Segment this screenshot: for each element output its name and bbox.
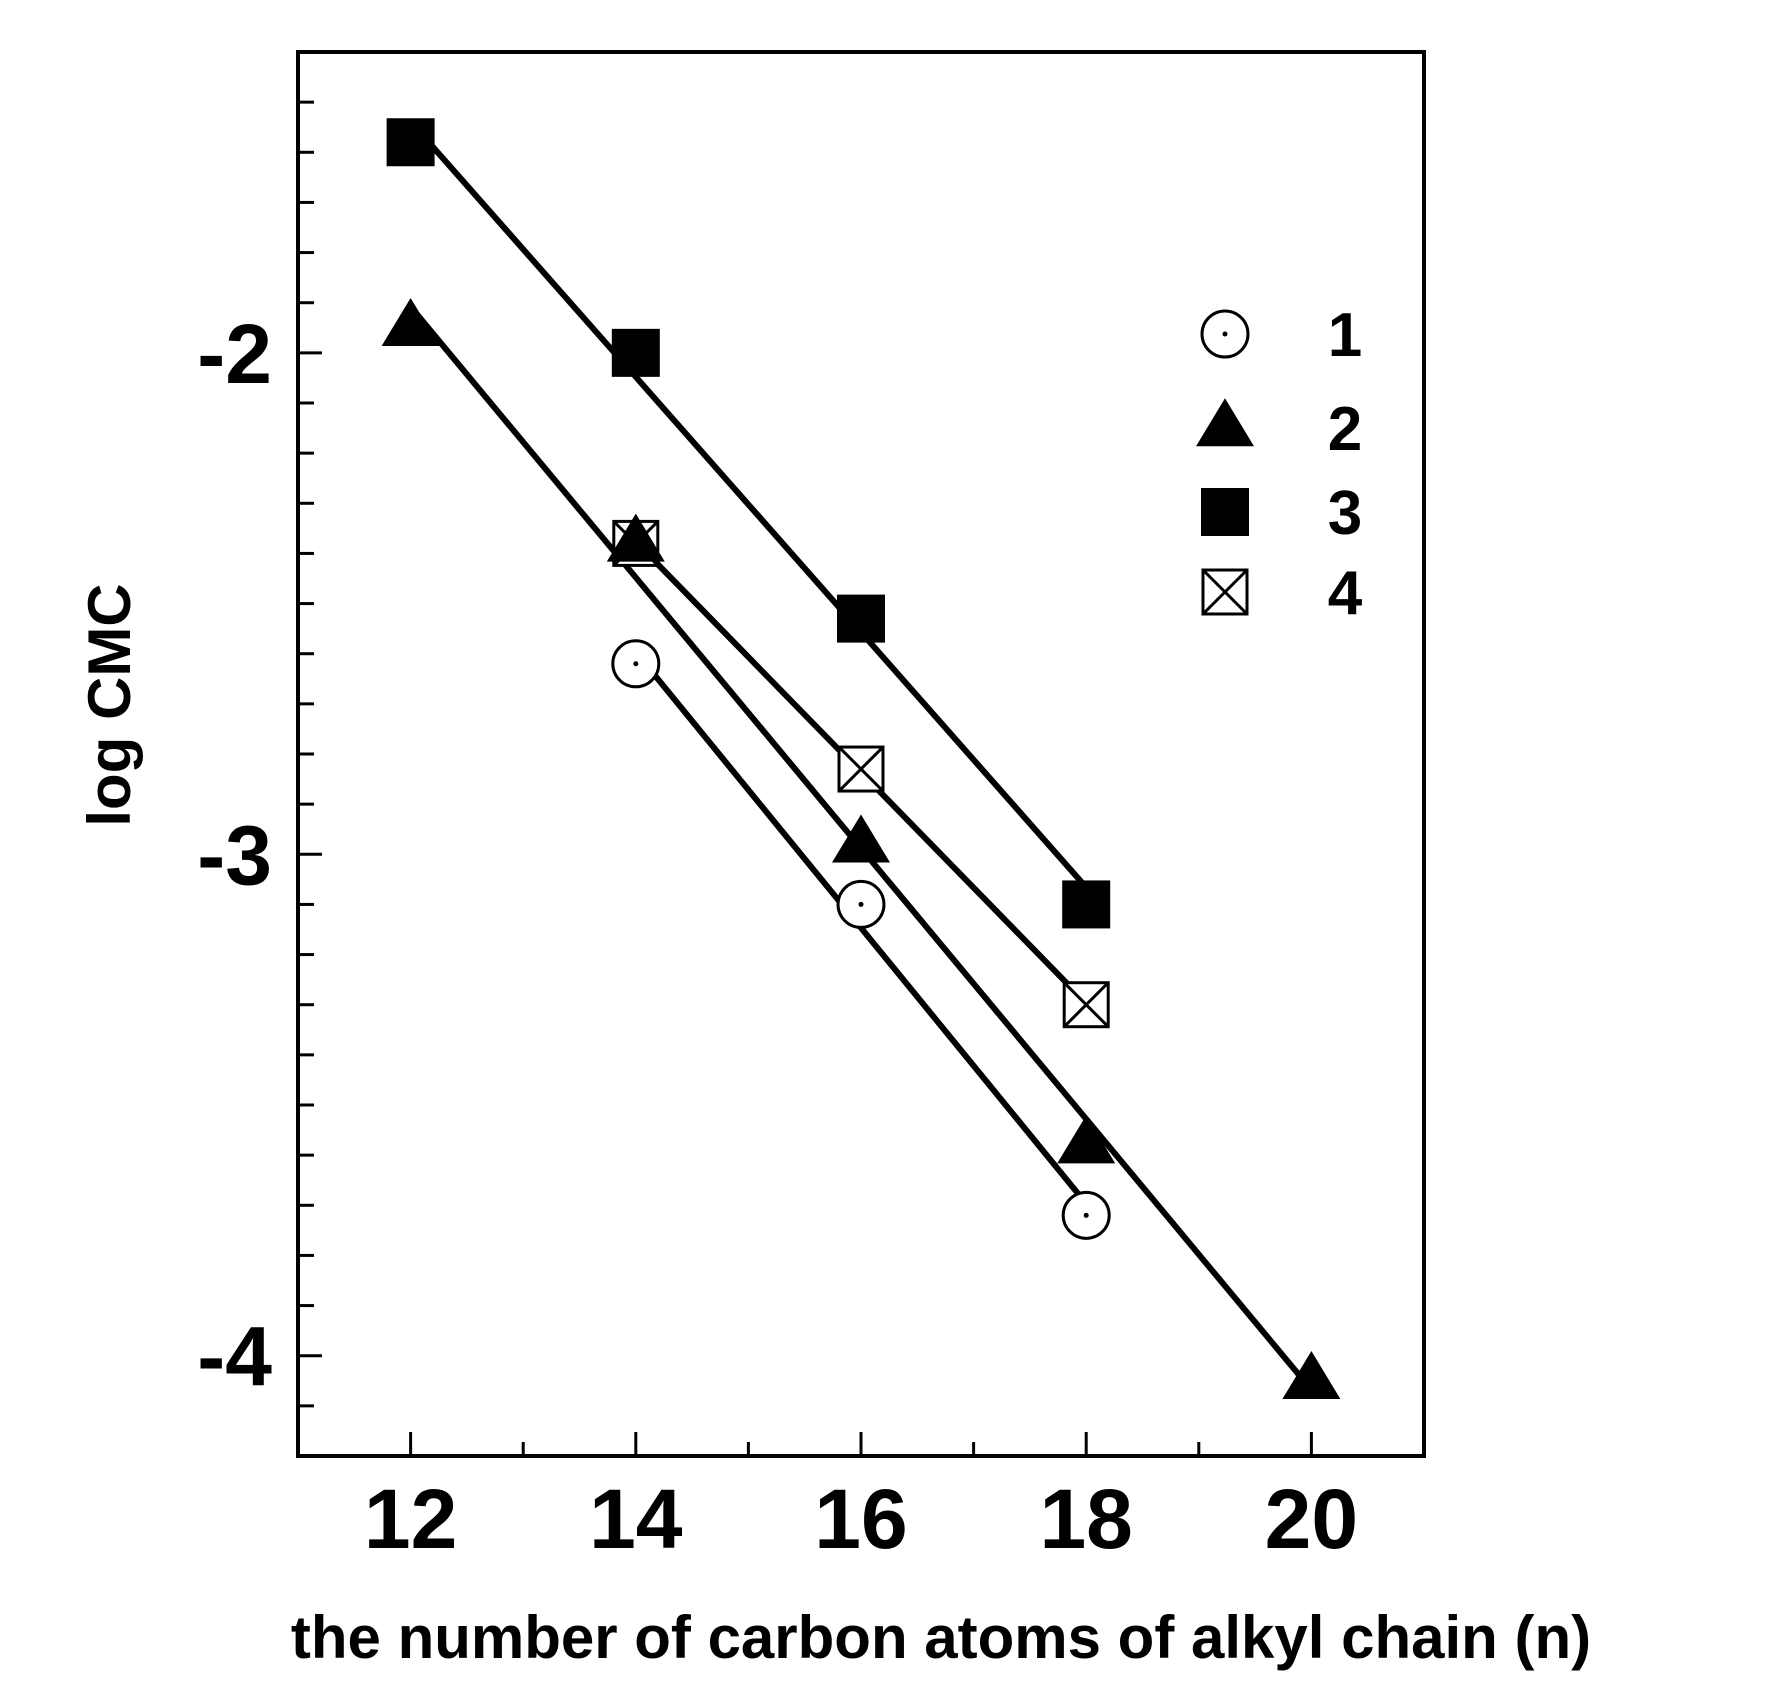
square-shape (1062, 880, 1111, 929)
y-tick-label: -3 (197, 808, 272, 902)
triangle-shape (606, 513, 665, 562)
legend-marker-2 (1196, 398, 1254, 447)
x-tick-label: 18 (1039, 1472, 1132, 1566)
cross-line (837, 745, 885, 793)
axis-ticks (298, 100, 1313, 1456)
legend-label-1: 1 (1328, 301, 1362, 370)
x-tick-label: 12 (364, 1472, 457, 1566)
data-point-series-1 (611, 639, 661, 689)
data-point-series-2 (606, 513, 665, 562)
y-tick-label: -2 (197, 307, 272, 401)
legend-marker-1 (1200, 309, 1250, 359)
data-point-series-1 (836, 879, 886, 929)
center-dot (858, 901, 864, 907)
fit-line-series-3 (408, 119, 1089, 890)
data-point-series-3 (386, 118, 435, 167)
legend-label-4: 4 (1328, 559, 1363, 628)
square-shape (1201, 488, 1249, 536)
square-shape (386, 118, 435, 167)
data-point-series-1 (1061, 1190, 1111, 1240)
data-point-series-3 (1062, 880, 1111, 929)
triangle-shape (1196, 398, 1254, 447)
cross-line (1063, 981, 1110, 1028)
data-point-series-3 (837, 594, 885, 643)
cross-line (1201, 568, 1249, 616)
tick-labels: 12 14 16 18 20 -4 -3 -2 (197, 307, 1358, 1566)
x-tick-label: 20 (1265, 1472, 1358, 1566)
data-markers (381, 118, 1341, 1400)
data-point-series-3 (611, 328, 660, 377)
legend: 1 2 3 4 (1190, 290, 1390, 650)
triangle-shape (381, 298, 440, 347)
triangle-shape (832, 814, 890, 863)
x-axis-title: the number of carbon atoms of alkyl chai… (291, 1604, 1591, 1671)
legend-marker-3 (1201, 488, 1249, 536)
triangle-shape (1282, 1351, 1341, 1400)
square-shape (837, 594, 885, 643)
y-tick-label: -4 (197, 1310, 272, 1404)
data-point-series-2 (1057, 1115, 1116, 1164)
data-point-series-2 (381, 298, 440, 347)
data-point-series-2 (832, 814, 890, 863)
center-dot (1083, 1212, 1089, 1218)
center-dot (633, 661, 639, 667)
data-point-series-4 (1062, 981, 1110, 1029)
data-point-series-2 (1282, 1351, 1341, 1400)
legend-label-3: 3 (1328, 479, 1362, 548)
legend-label-2: 2 (1328, 395, 1362, 464)
triangle-shape (1057, 1115, 1116, 1164)
x-tick-label: 16 (814, 1472, 907, 1566)
square-shape (611, 328, 660, 377)
y-axis-title: log CMC (76, 583, 143, 826)
data-point-series-4 (837, 745, 885, 793)
center-dot (1222, 331, 1228, 337)
legend-marker-4 (1201, 568, 1249, 616)
x-tick-label: 14 (589, 1472, 683, 1566)
